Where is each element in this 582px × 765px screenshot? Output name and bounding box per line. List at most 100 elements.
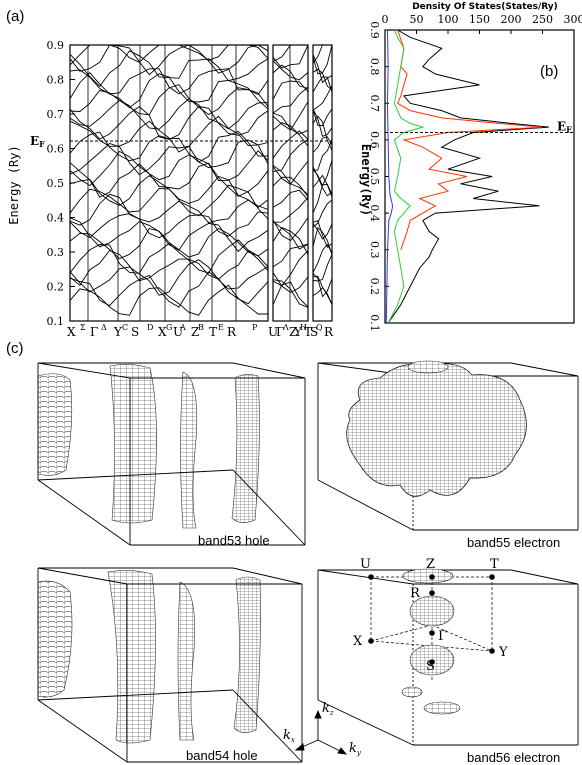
dos-ytick-label: 0.6 xyxy=(368,131,381,149)
band-curve xyxy=(312,139,333,171)
band-curve xyxy=(272,64,309,89)
k-axes-triad: kz kx ky xyxy=(283,701,362,757)
dos-xtick-label: 150 xyxy=(469,13,490,26)
band-curve xyxy=(312,166,333,197)
band-ytick-label: 0.9 xyxy=(47,39,65,52)
kpoint-label: C xyxy=(122,323,128,332)
band-curve xyxy=(272,281,309,308)
kpoint-label: Γ xyxy=(90,325,98,339)
kpoint-label: T xyxy=(209,325,217,339)
dos-ytick-label: 0.5 xyxy=(368,168,381,186)
band-curve xyxy=(312,44,333,75)
svg-text:kz: kz xyxy=(322,701,334,717)
band-curve xyxy=(272,227,309,255)
dos-xticks: 0 50 100 150 200 250 300 xyxy=(382,13,582,34)
dos-fermi-label: EF xyxy=(557,120,572,135)
band-curve xyxy=(69,50,269,87)
kpoint-label: X xyxy=(158,325,167,339)
kpoint-label: R xyxy=(324,325,334,339)
kpoint-label: B xyxy=(198,323,204,332)
dos-xtick-label: 300 xyxy=(564,13,582,26)
kpoint-label: Σ xyxy=(80,323,86,332)
band-yticks: 0.1 0.2 0.3 0.4 0.5 0.6 0.7 0.8 0.9 xyxy=(47,39,75,328)
kpoint-label: Y xyxy=(113,325,123,339)
kpoint-label: D xyxy=(147,323,153,332)
caption-band56: band56 electron xyxy=(467,750,560,765)
kpoint-label: Γ xyxy=(276,325,284,339)
panel-c-label: (c) xyxy=(6,340,24,357)
band-curve xyxy=(272,279,309,308)
fermi-surface-band53: band53 hole xyxy=(37,362,306,548)
fermi-surface-band56: U Z T R X Γ Y S band56 electron xyxy=(317,557,579,765)
band-curve xyxy=(272,112,309,135)
kpoint-label: Δ xyxy=(101,323,107,332)
dos-ytick-label: 0.2 xyxy=(368,278,381,296)
band-curve xyxy=(69,115,269,153)
band-curve xyxy=(312,273,333,298)
kpoint-label: R xyxy=(227,325,237,339)
dos-xtick-label: 250 xyxy=(532,13,553,26)
band-curve xyxy=(69,227,269,260)
band-curve xyxy=(312,85,333,111)
band-fermi-label: EF xyxy=(30,134,45,149)
dos-series xyxy=(385,29,549,324)
dos-xtick-label: 0 xyxy=(382,13,389,26)
band-curve xyxy=(272,217,309,242)
band-curve xyxy=(272,160,309,186)
band-curve xyxy=(69,105,269,140)
band-curve xyxy=(272,86,309,114)
kpoint-label: S xyxy=(131,325,139,339)
band-curve xyxy=(272,250,309,287)
band-curve xyxy=(272,122,309,147)
band-ytick-label: 0.8 xyxy=(47,74,65,87)
bz-label-gamma: Γ xyxy=(438,629,447,644)
band-curve xyxy=(69,68,269,96)
caption-band53: band53 hole xyxy=(198,533,270,548)
band-curve xyxy=(272,221,309,250)
band-curve xyxy=(312,220,333,249)
band-curve xyxy=(272,189,309,208)
band-curve xyxy=(312,226,333,255)
band-curve xyxy=(69,217,269,253)
band-curve xyxy=(272,176,309,198)
kpoint-label: G xyxy=(166,323,172,332)
band-curve xyxy=(272,197,309,223)
svg-text:ky: ky xyxy=(349,741,362,757)
band-ytick-label: 0.1 xyxy=(47,315,65,328)
panel-b-label: (b) xyxy=(540,63,558,80)
dos-series-line-0 xyxy=(387,29,549,324)
dos-ytick-label: 0.8 xyxy=(368,58,381,76)
band-curve xyxy=(69,249,269,286)
kpoint-label: A xyxy=(179,323,186,332)
kpoint-label: T xyxy=(304,325,312,339)
band-curve xyxy=(312,136,333,153)
band-curve xyxy=(312,223,333,240)
dos-series-line-1 xyxy=(396,29,543,250)
band-curve xyxy=(69,259,269,296)
band-curve xyxy=(272,60,309,81)
kpoint-label: Q xyxy=(316,323,323,332)
caption-band54: band54 hole xyxy=(186,748,258,763)
dos-series-line-2 xyxy=(387,29,425,324)
band-curve xyxy=(69,84,269,116)
dos-ytick-label: 0.4 xyxy=(368,204,381,222)
band-curve xyxy=(312,160,333,187)
dos-plot: Density Of States(States/Ry) 0 50 100 150 20… xyxy=(359,2,582,332)
band-ytick-label: 0.7 xyxy=(47,108,65,121)
band-curve xyxy=(69,150,269,187)
band-ytick-label: 0.5 xyxy=(47,177,65,190)
kpoint-label: U xyxy=(268,325,278,339)
kpoint-label: U xyxy=(173,325,183,339)
kpoint-label: P xyxy=(252,323,258,332)
band-curve xyxy=(272,130,309,159)
band-curve xyxy=(312,108,333,127)
kpoint-label: X xyxy=(67,325,76,339)
dos-xtick-label: 100 xyxy=(438,13,459,26)
band-curve xyxy=(272,243,309,268)
bz-label-z: Z xyxy=(426,557,435,572)
band-curve xyxy=(69,98,269,130)
band-ytick-label: 0.4 xyxy=(47,212,65,225)
bz-label-s: S xyxy=(426,659,435,674)
band-ylabel: Energy (Ry) xyxy=(7,145,21,224)
fermi-surface-band55: band55 electron xyxy=(317,360,579,550)
